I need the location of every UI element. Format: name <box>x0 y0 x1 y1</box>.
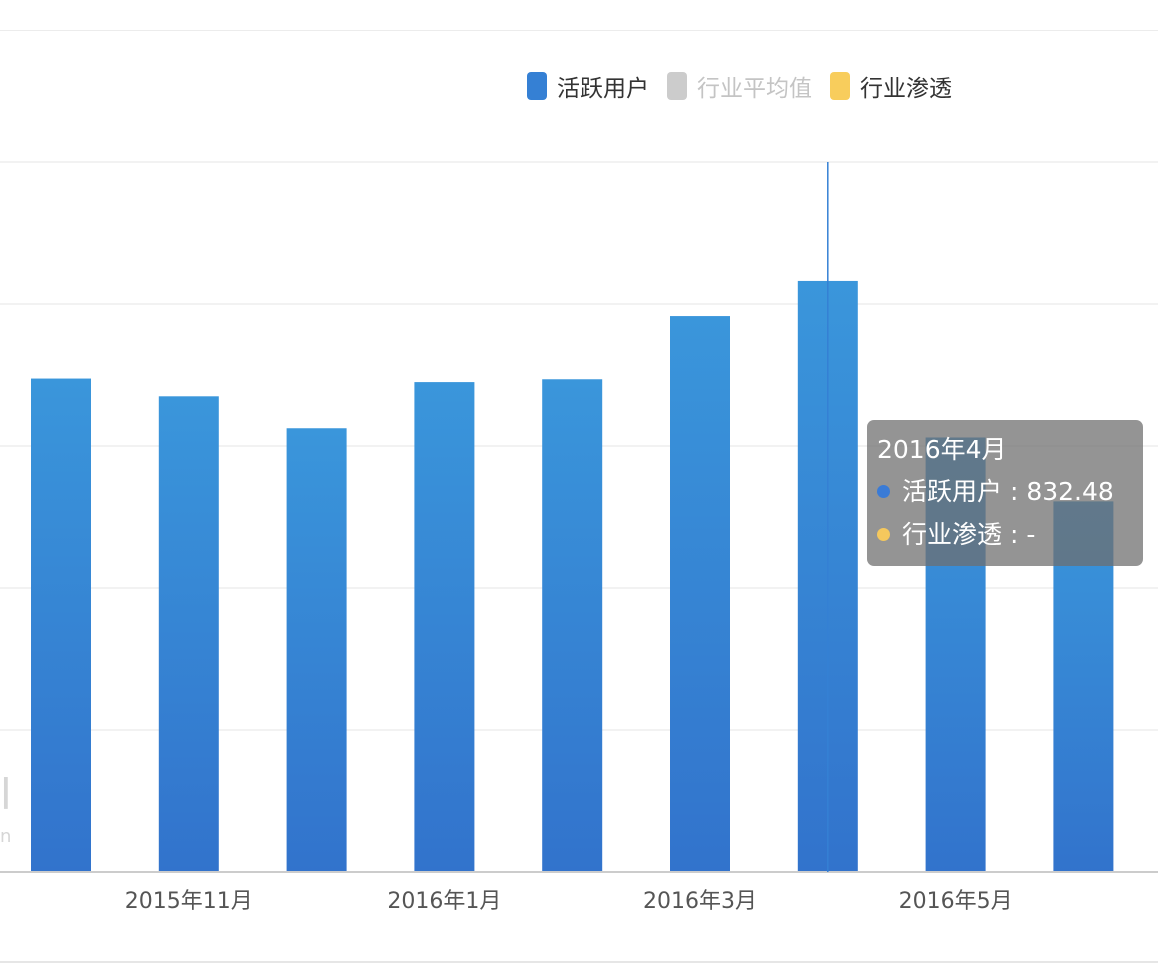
bar-2016年1月[interactable] <box>414 382 475 872</box>
tooltip-series-label: 行业渗透 <box>902 520 1003 549</box>
legend-item-active-users[interactable]: 活跃用户 <box>527 69 649 103</box>
tooltip-series-label: 活跃用户 <box>902 477 1003 506</box>
legend-swatch-active-users <box>527 72 547 100</box>
watermark-logo: l <box>0 770 12 819</box>
tooltip-series-value: - <box>1026 520 1036 549</box>
bars[interactable] <box>31 280 1114 872</box>
tooltip-series-value: 832.48 <box>1026 477 1114 506</box>
chart-legend: 活跃用户 行业平均值 行业渗透 <box>527 70 952 102</box>
legend-label: 行业渗透 <box>860 76 952 102</box>
legend-swatch-industry-average <box>667 72 687 100</box>
legend-label: 行业平均值 <box>697 76 812 102</box>
legend-item-industry-average[interactable]: 行业平均值 <box>667 69 812 103</box>
legend-label: 活跃用户 <box>557 76 649 102</box>
tooltip-row: 活跃用户 : 832.48 <box>877 470 1133 513</box>
bar-2015年12月[interactable] <box>286 428 347 872</box>
legend-swatch-industry-penetration <box>830 72 850 100</box>
bar-2016年2月[interactable] <box>542 379 603 872</box>
x-tick-label: 2016年3月 <box>643 889 757 914</box>
bar-2015年10月[interactable] <box>31 378 91 872</box>
tooltip-dot <box>877 528 890 541</box>
watermark-subtext: n <box>0 826 12 847</box>
chart-tooltip: 2016年4月 活跃用户 : 832.48 行业渗透 : - <box>867 420 1143 566</box>
x-tick-label: 2016年5月 <box>899 889 1013 914</box>
tooltip-row: 行业渗透 : - <box>877 513 1133 556</box>
tooltip-dot <box>877 485 890 498</box>
bar-2016年3月[interactable] <box>670 316 730 872</box>
tooltip-separator: : <box>1002 520 1027 549</box>
x-tick-label: 2016年1月 <box>387 889 501 914</box>
x-tick-label: 2015年11月 <box>125 889 253 914</box>
top-divider <box>0 30 1158 31</box>
tooltip-separator: : <box>1002 477 1027 506</box>
bar-2015年11月[interactable] <box>158 396 219 872</box>
tooltip-title: 2016年4月 <box>877 435 1007 464</box>
legend-item-industry-penetration[interactable]: 行业渗透 <box>830 69 952 103</box>
